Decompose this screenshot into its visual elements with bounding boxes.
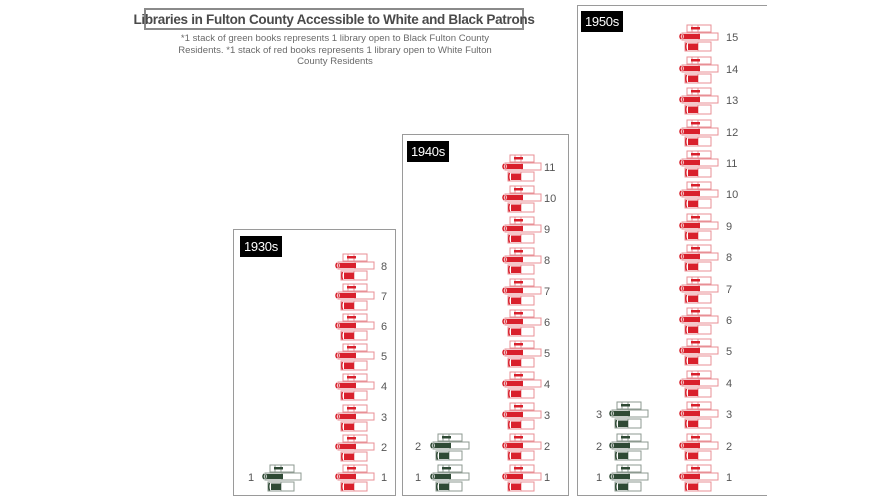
red-stack-count-label: 3 — [381, 411, 388, 424]
red-stack-count-label: 3 — [726, 409, 733, 422]
red-stack-count-label: 14 — [726, 63, 739, 76]
red-stack-count-label: 9 — [726, 220, 733, 233]
red-stack-count-label: 6 — [381, 321, 388, 333]
red-stack-count-label: 7 — [544, 286, 551, 298]
green-stack-count-label: 2 — [415, 441, 422, 453]
red-book-stack-icon — [678, 24, 720, 52]
red-stack-count-label: 1 — [544, 472, 551, 484]
red-stack-count-label: 7 — [381, 290, 388, 303]
red-book-stack-icon — [678, 307, 720, 335]
red-book-stack-icon — [501, 247, 543, 275]
red-book-stack-icon — [334, 404, 376, 432]
red-stack-count-label: 12 — [726, 126, 739, 139]
red-stack-count-label: 6 — [726, 315, 733, 327]
green-stack-count-label: 1 — [415, 472, 422, 484]
red-book-stack-icon — [334, 464, 376, 492]
red-stack-count-label: 5 — [381, 351, 388, 364]
red-stack-count-label: 15 — [726, 32, 739, 45]
green-book-stack-icon — [261, 464, 303, 492]
green-stack-count-label: 1 — [248, 472, 255, 484]
red-stack-count-label: 1 — [726, 472, 733, 484]
red-book-stack-icon — [334, 343, 376, 371]
green-book-stack-icon — [429, 464, 471, 492]
red-book-stack-icon — [501, 340, 543, 368]
red-stack-count-label: 5 — [544, 348, 551, 360]
red-stack-count-label: 4 — [726, 377, 733, 390]
red-stack-count-label: 13 — [726, 95, 739, 108]
decade-label: 1940s — [407, 141, 449, 162]
red-book-stack-icon — [501, 402, 543, 430]
chart-subtitle-legend: *1 stack of green books represents 1 lib… — [178, 33, 492, 67]
red-stack-count-label: 8 — [544, 255, 551, 267]
panel-1950s: 1950s 1 2 — [577, 5, 767, 496]
red-book-stack-icon — [501, 309, 543, 337]
red-stack-count-label: 10 — [726, 189, 739, 202]
green-stack-count-label: 3 — [596, 409, 603, 422]
red-book-stack-icon — [501, 185, 543, 213]
red-book-stack-icon — [678, 338, 720, 366]
red-book-stack-icon — [501, 154, 543, 182]
red-book-stack-icon — [678, 401, 720, 429]
red-stack-count-label: 5 — [726, 346, 733, 359]
red-stack-count-label: 9 — [544, 224, 551, 236]
red-book-stack-icon — [334, 253, 376, 281]
green-stack-count-label: 2 — [596, 440, 603, 453]
panel-1930s: 1930s 1 2 — [233, 229, 396, 496]
red-book-stack-icon — [678, 244, 720, 272]
red-book-stack-icon — [678, 87, 720, 115]
red-stack-count-label: 7 — [726, 283, 733, 296]
decade-label: 1930s — [240, 236, 282, 257]
green-book-stack-icon — [608, 401, 650, 429]
green-book-stack-icon — [429, 433, 471, 461]
red-book-stack-icon — [678, 370, 720, 398]
red-book-stack-icon — [678, 464, 720, 492]
red-stack-count-label: 2 — [381, 441, 388, 454]
red-book-stack-icon — [334, 434, 376, 462]
red-book-stack-icon — [334, 313, 376, 341]
red-book-stack-icon — [501, 433, 543, 461]
red-stack-count-label: 2 — [544, 441, 551, 453]
red-stack-count-label: 3 — [544, 410, 551, 422]
red-book-stack-icon — [501, 371, 543, 399]
decade-label: 1950s — [581, 11, 623, 32]
red-stack-count-label: 11 — [544, 162, 556, 174]
red-stack-count-label: 10 — [544, 193, 557, 205]
red-stack-count-label: 8 — [726, 252, 733, 265]
red-book-stack-icon — [678, 276, 720, 304]
red-book-stack-icon — [678, 119, 720, 147]
red-book-stack-icon — [501, 464, 543, 492]
red-book-stack-icon — [678, 150, 720, 178]
red-book-stack-icon — [501, 216, 543, 244]
red-book-stack-icon — [678, 213, 720, 241]
red-stack-count-label: 2 — [726, 440, 733, 453]
green-stack-count-label: 1 — [596, 472, 603, 484]
red-stack-count-label: 4 — [381, 381, 388, 394]
red-stack-count-label: 8 — [381, 260, 388, 273]
red-book-stack-icon — [678, 56, 720, 84]
red-book-stack-icon — [334, 373, 376, 401]
red-stack-count-label: 1 — [381, 472, 388, 484]
chart-title: Libraries in Fulton County Accessible to… — [133, 8, 535, 30]
green-book-stack-icon — [608, 433, 650, 461]
red-book-stack-icon — [678, 433, 720, 461]
panel-1940s: 1940s 1 2 — [402, 134, 569, 496]
red-book-stack-icon — [678, 181, 720, 209]
red-stack-count-label: 11 — [726, 158, 738, 170]
red-book-stack-icon — [501, 278, 543, 306]
red-stack-count-label: 6 — [544, 317, 551, 329]
green-book-stack-icon — [608, 464, 650, 492]
red-stack-count-label: 4 — [544, 379, 551, 391]
red-book-stack-icon — [334, 283, 376, 311]
